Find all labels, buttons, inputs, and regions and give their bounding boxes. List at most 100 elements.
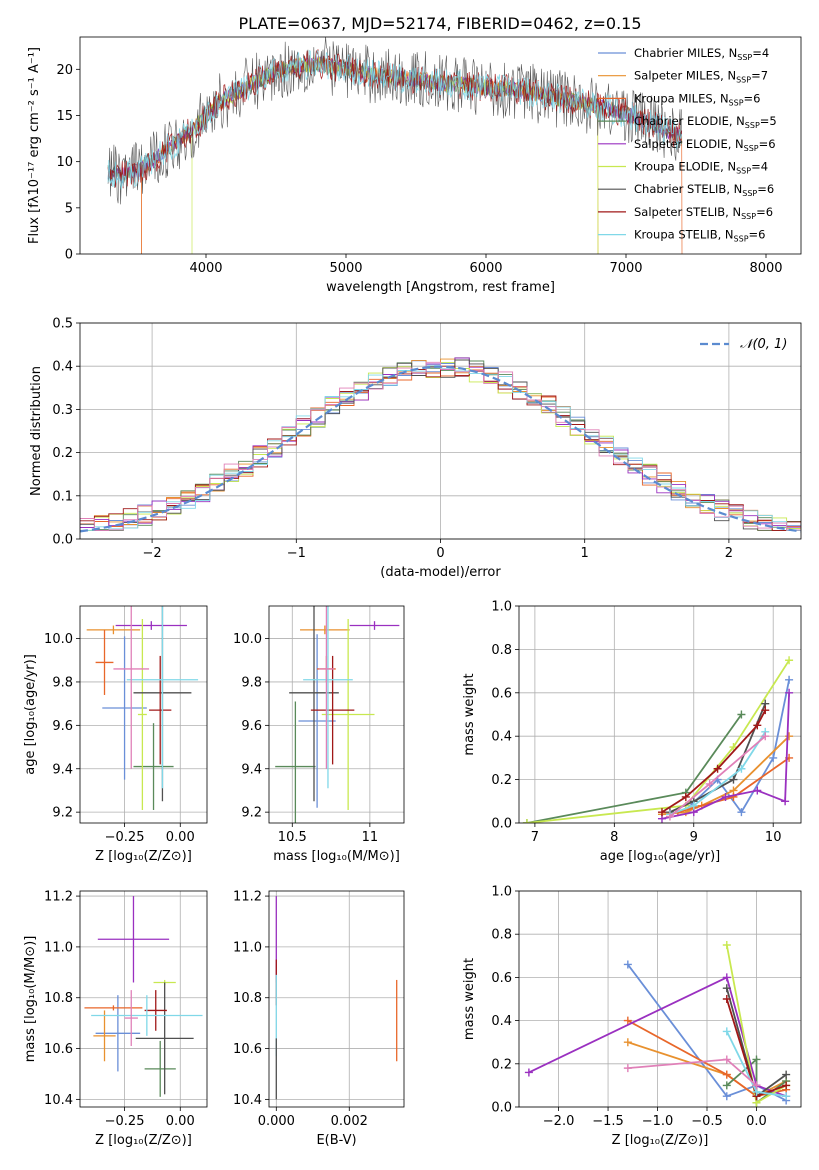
axes-frame <box>268 605 405 824</box>
legend-entry: Salpeter MILES, NSSP=7 <box>634 69 768 85</box>
y-tick-label: 10.8 <box>44 991 73 1006</box>
weight-marker <box>722 1092 731 1101</box>
x-axis-label: Z [log₁₀(Z/Z⊙)] <box>95 849 192 864</box>
legend-entry: Chabrier STELIB, NSSP=6 <box>634 182 774 198</box>
x-tick-label: −1 <box>287 546 306 561</box>
y-tick-label: 0.8 <box>491 928 512 943</box>
y-tick-label: 10.8 <box>233 991 262 1006</box>
weight-marker <box>753 786 762 795</box>
weight-series-line <box>661 692 790 820</box>
y-tick-label: 9.6 <box>241 719 262 734</box>
y-tick-label: 9.4 <box>52 762 73 777</box>
weight-marker <box>722 984 731 993</box>
x-axis-label: age [log₁₀(age/yr)] <box>600 849 721 864</box>
axes-frame <box>79 890 208 1108</box>
weight-marker <box>623 1016 632 1025</box>
x-axis-label: (data-model)/error <box>380 565 501 580</box>
y-tick-label: 10.6 <box>233 1042 262 1057</box>
weight-marker <box>665 812 674 821</box>
weight-marker <box>713 764 722 773</box>
y-axis-label: mass weight <box>462 673 477 755</box>
weight-vs-age-plot <box>522 656 794 823</box>
axes-frame <box>79 36 802 255</box>
x-tick-label: −0.25 <box>105 1114 145 1129</box>
y-tick-label: 0.3 <box>52 403 73 418</box>
x-axis-label: wavelength [Angstrom, rest frame] <box>326 280 555 295</box>
weight-marker <box>785 675 794 684</box>
x-tick-label: 0 <box>436 546 444 561</box>
y-tick-label: 0.4 <box>491 730 512 745</box>
weight-marker <box>522 819 531 823</box>
x-axis-label: Z [log₁₀(Z/Z⊙)] <box>612 1133 709 1148</box>
age-vs-Z-panel: −0.25 0.00 9.2 9.4 9.6 9.8 10.0 Z [log₁₀(Z/Z⊙)]… <box>23 605 208 864</box>
x-tick-label: −0.25 <box>105 830 145 845</box>
y-axis-label: Normed distribution <box>29 366 44 496</box>
y-tick-label: 9.2 <box>52 806 73 821</box>
y-tick-label: 1.0 <box>491 885 512 900</box>
weight-marker <box>722 1081 731 1090</box>
weight-marker <box>722 1027 731 1036</box>
y-tick-label: 10.6 <box>44 1042 73 1057</box>
weight-marker <box>781 797 790 806</box>
weight-series-line <box>661 735 790 816</box>
weight-marker <box>752 1081 761 1090</box>
figure-title: PLATE=0637, MJD=52174, FIBERID=0462, z=0… <box>238 14 641 33</box>
weight-marker <box>623 1038 632 1047</box>
legend-entry: Salpeter ELODIE, NSSP=6 <box>634 137 776 153</box>
x-axis-label: Z [log₁₀(Z/Z⊙)] <box>95 1133 192 1148</box>
y-tick-label: 10.0 <box>44 632 73 647</box>
weight-marker <box>761 706 770 715</box>
y-axis-label: mass [log₁₀(M/M⊙)] <box>23 936 38 1063</box>
histogram-step <box>80 359 801 531</box>
x-axis-label: E(B-V) <box>316 1133 356 1148</box>
x-tick-label: −2 <box>143 546 162 561</box>
legend-entry: Kroupa ELODIE, NSSP=4 <box>634 160 768 176</box>
weight-marker <box>722 1070 731 1079</box>
y-tick-label: 0 <box>65 248 73 263</box>
weight-vs-Z-panel: −2.0 −1.5 −1.0 −0.5 0.0 0.0 0.2 0.4 0.6 0.8 1.0 Z [… <box>462 885 802 1148</box>
weight-series-line <box>526 713 743 823</box>
gaussian-curve <box>80 365 801 533</box>
x-tick-label: 9 <box>690 830 698 845</box>
y-tick-label: 0.2 <box>491 773 512 788</box>
weight-marker <box>657 808 666 817</box>
legend-entry: Chabrier ELODIE, NSSP=5 <box>634 114 777 130</box>
x-tick-label: 10.5 <box>278 830 307 845</box>
legend-entry: Kroupa STELIB, NSSP=6 <box>634 228 765 244</box>
spectrum-plot <box>107 37 683 254</box>
spectrum-legend: Chabrier MILES, NSSP=4 Salpeter MILES, NS… <box>598 46 777 244</box>
spectrum-series-line <box>107 49 683 190</box>
weight-series-line <box>669 731 767 816</box>
legend-entry: Kroupa MILES, NSSP=6 <box>634 91 760 107</box>
age-vs-Z-plot <box>86 606 199 810</box>
weight-marker <box>782 1092 791 1101</box>
mass-vs-Z-panel: −0.25 0.00 10.4 10.6 10.8 11.0 11.2 Z [log₁₀(Z/… <box>23 890 208 1148</box>
x-tick-label: 0.0 <box>746 1114 767 1129</box>
y-tick-label: 15 <box>56 109 73 124</box>
y-axis-label: Flux [fλ10⁻¹⁷ erg cm⁻² s⁻¹ A⁻¹] <box>27 47 42 244</box>
y-tick-label: 0.4 <box>491 1014 512 1029</box>
y-tick-label: 11.2 <box>44 890 73 905</box>
y-tick-label: 10.4 <box>44 1093 73 1108</box>
y-tick-label: 9.2 <box>241 806 262 821</box>
y-tick-label: 0.0 <box>491 1101 512 1116</box>
weight-marker <box>782 1070 791 1079</box>
y-tick-label: 9.4 <box>241 762 262 777</box>
weight-marker <box>524 1068 533 1077</box>
weight-marker <box>785 688 794 697</box>
weight-marker <box>737 710 746 719</box>
weight-marker <box>722 1055 731 1064</box>
y-tick-label: 10 <box>56 155 73 170</box>
x-tick-label: 6000 <box>469 261 502 276</box>
y-tick-label: 0.0 <box>52 533 73 548</box>
age-vs-mass-panel: 10.5 11 9.2 9.4 9.6 9.8 10.0 mass [log₁₀(M/M⊙)] <box>233 605 405 864</box>
x-tick-label: 7 <box>531 830 539 845</box>
y-tick-label: 9.8 <box>241 675 262 690</box>
y-tick-label: 11.0 <box>44 940 73 955</box>
x-tick-label: −0.5 <box>691 1114 723 1129</box>
y-tick-label: 0.1 <box>52 489 73 504</box>
weight-marker <box>729 775 738 784</box>
x-tick-label: 11 <box>362 830 379 845</box>
y-tick-label: 10.0 <box>233 632 262 647</box>
